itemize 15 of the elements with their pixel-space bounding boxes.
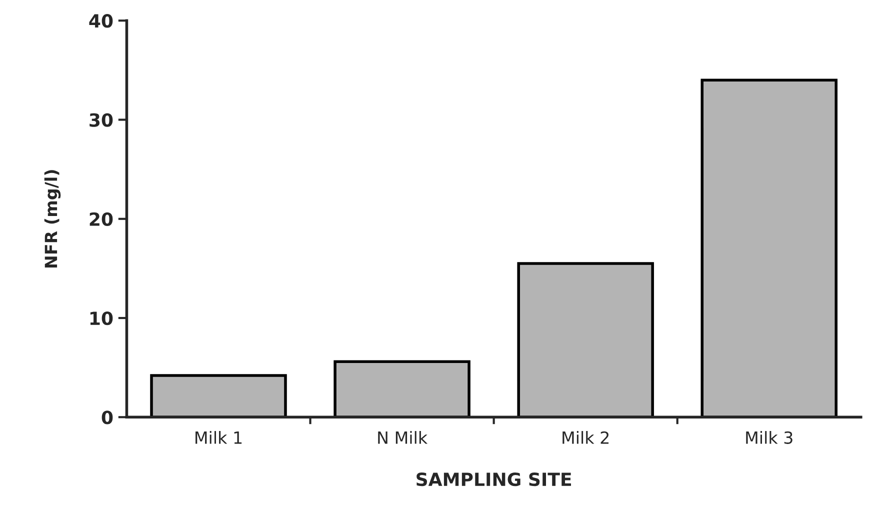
bar bbox=[150, 374, 287, 418]
bar bbox=[700, 78, 838, 418]
bar bbox=[517, 262, 654, 418]
y-tick-label: 10 bbox=[90, 311, 113, 326]
x-tick-label: Milk 1 bbox=[196, 431, 242, 444]
x-tick-label: N Milk bbox=[378, 431, 428, 444]
x-tick-label: Milk 3 bbox=[746, 431, 792, 444]
y-tick-label: 40 bbox=[89, 14, 113, 28]
y-tick-label: 30 bbox=[90, 113, 113, 127]
y-axis-title: NFR (mg/l) bbox=[44, 170, 61, 268]
x-axis-title: SAMPLING SITE bbox=[416, 472, 571, 486]
bar bbox=[334, 360, 470, 418]
y-tick-label: 20 bbox=[90, 212, 113, 226]
x-tick-label: Milk 2 bbox=[562, 431, 609, 444]
y-tick-label: 0 bbox=[102, 410, 113, 424]
